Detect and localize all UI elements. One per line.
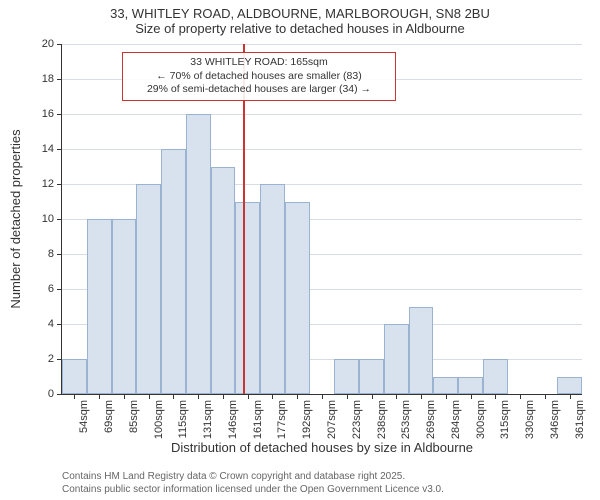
x-tick-mark: [446, 394, 447, 399]
y-tick-label: 4: [48, 318, 54, 330]
histogram-bar: [409, 307, 434, 395]
x-tick-label: 177sqm: [276, 400, 288, 439]
x-tick-mark: [570, 394, 571, 399]
footer-line-1: Contains HM Land Registry data © Crown c…: [62, 471, 444, 484]
y-tick-label: 14: [42, 143, 54, 155]
histogram-bar: [235, 202, 260, 395]
chart-title-main: 33, WHITLEY ROAD, ALDBOURNE, MARLBOROUGH…: [0, 0, 600, 21]
x-tick-label: 131sqm: [202, 400, 214, 439]
annotation-box: 33 WHITLEY ROAD: 165sqm ← 70% of detache…: [122, 52, 396, 101]
grid-line: [62, 44, 582, 45]
x-tick-label: 69sqm: [103, 400, 115, 433]
x-tick-label: 238sqm: [376, 400, 388, 439]
grid-line: [62, 114, 582, 115]
x-tick-label: 192sqm: [301, 400, 313, 439]
x-tick-label: 330sqm: [524, 400, 536, 439]
x-tick-mark: [74, 394, 75, 399]
x-tick-mark: [421, 394, 422, 399]
x-tick-mark: [322, 394, 323, 399]
y-tick-label: 18: [42, 73, 54, 85]
x-tick-label: 115sqm: [177, 400, 189, 438]
x-tick-label: 361sqm: [574, 400, 586, 439]
histogram-bar: [136, 184, 161, 394]
histogram-bar: [211, 167, 236, 395]
x-tick-mark: [149, 394, 150, 399]
x-tick-mark: [297, 394, 298, 399]
footer-line-2: Contains public sector information licen…: [62, 484, 444, 497]
x-axis: 54sqm 69sqm 85sqm 100sqm 115sqm 131sqm 146sqm 1…: [62, 394, 582, 454]
chart-container: 33, WHITLEY ROAD, ALDBOURNE, MARLBOROUGH…: [0, 0, 600, 500]
y-axis: 02468101214161820: [0, 44, 62, 394]
y-tick-label: 10: [42, 213, 54, 225]
x-tick-mark: [248, 394, 249, 399]
x-tick-label: 315sqm: [499, 400, 511, 439]
x-axis-title: Distribution of detached houses by size …: [62, 440, 582, 455]
x-tick-label: 284sqm: [450, 400, 462, 439]
y-tick-label: 12: [42, 178, 54, 190]
histogram-bar: [433, 377, 458, 395]
y-tick-label: 2: [48, 353, 54, 365]
x-tick-label: 253sqm: [400, 400, 412, 439]
x-tick-mark: [471, 394, 472, 399]
x-tick-mark: [372, 394, 373, 399]
x-tick-mark: [124, 394, 125, 399]
x-tick-mark: [545, 394, 546, 399]
annotation-line-1: 33 WHITLEY ROAD: 165sqm: [129, 56, 389, 70]
x-tick-mark: [198, 394, 199, 399]
x-tick-mark: [347, 394, 348, 399]
x-tick-label: 85sqm: [128, 400, 140, 433]
x-tick-label: 207sqm: [326, 400, 338, 439]
x-tick-label: 100sqm: [153, 400, 165, 439]
y-tick-label: 20: [42, 38, 54, 50]
grid-line: [62, 149, 582, 150]
y-tick-label: 16: [42, 108, 54, 120]
x-tick-mark: [223, 394, 224, 399]
histogram-bar: [161, 149, 186, 394]
histogram-bar: [483, 359, 508, 394]
histogram-bar: [557, 377, 582, 395]
histogram-bar: [186, 114, 211, 394]
x-tick-label: 300sqm: [475, 400, 487, 439]
x-tick-label: 346sqm: [549, 400, 561, 439]
y-tick-label: 6: [48, 283, 54, 295]
x-tick-label: 269sqm: [425, 400, 437, 439]
annotation-line-2: ← 70% of detached houses are smaller (83…: [129, 70, 389, 84]
histogram-bar: [384, 324, 409, 394]
x-tick-label: 223sqm: [351, 400, 363, 439]
x-tick-label: 54sqm: [78, 400, 90, 433]
plot-area: 33 WHITLEY ROAD: 165sqm ← 70% of detache…: [62, 44, 582, 394]
y-tick-label: 0: [48, 388, 54, 400]
histogram-bar: [260, 184, 285, 394]
x-tick-label: 146sqm: [227, 400, 239, 439]
x-tick-mark: [173, 394, 174, 399]
y-tick-label: 8: [48, 248, 54, 260]
x-tick-mark: [396, 394, 397, 399]
x-tick-mark: [272, 394, 273, 399]
x-tick-mark: [99, 394, 100, 399]
histogram-bar: [62, 359, 87, 394]
histogram-bar: [87, 219, 112, 394]
histogram-bar: [285, 202, 310, 395]
x-tick-mark: [495, 394, 496, 399]
x-tick-label: 161sqm: [252, 400, 264, 439]
chart-title-sub: Size of property relative to detached ho…: [0, 21, 600, 40]
footer-attribution: Contains HM Land Registry data © Crown c…: [62, 471, 444, 496]
histogram-bar: [458, 377, 483, 395]
annotation-line-3: 29% of semi-detached houses are larger (…: [129, 83, 389, 97]
histogram-bar: [112, 219, 137, 394]
histogram-bar: [359, 359, 384, 394]
histogram-bar: [334, 359, 359, 394]
x-tick-mark: [520, 394, 521, 399]
